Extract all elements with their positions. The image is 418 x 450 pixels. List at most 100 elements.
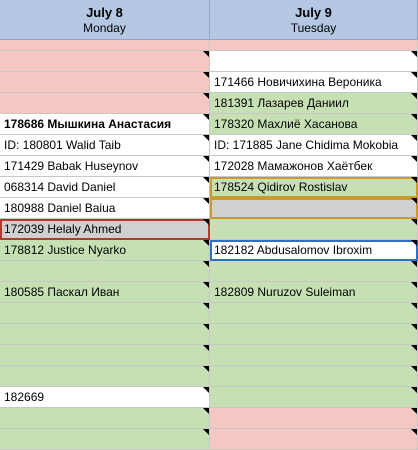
table-row xyxy=(0,261,418,282)
table-row: 068314 David Daniel 178524 Qidirov Rosti… xyxy=(0,177,418,198)
comment-indicator-icon xyxy=(411,219,417,225)
comment-indicator-icon xyxy=(203,135,209,141)
comment-indicator-icon xyxy=(411,198,417,204)
cell[interactable] xyxy=(210,198,418,219)
table-row: 171466 Новичихина Вероника xyxy=(0,72,418,93)
cell[interactable] xyxy=(210,366,418,387)
cell[interactable]: 182182 Abdusalomov Ibroxim xyxy=(210,240,418,261)
cell[interactable]: 182809 Nuruzov Suleiman xyxy=(210,282,418,303)
cell[interactable]: 182669 xyxy=(0,387,210,408)
cell[interactable] xyxy=(0,429,210,450)
comment-indicator-icon xyxy=(203,261,209,267)
comment-indicator-icon xyxy=(203,303,209,309)
header-row: July 8 Monday July 9 Tuesday xyxy=(0,0,418,40)
cell[interactable]: 171466 Новичихина Вероника xyxy=(210,72,418,93)
table-row: 171429 Babak Huseynov 172028 Мамажонов Х… xyxy=(0,156,418,177)
comment-indicator-icon xyxy=(203,240,209,246)
header-day: Tuesday xyxy=(290,21,337,35)
table-row: 172039 Helaly Ahmed xyxy=(0,219,418,240)
cell[interactable]: ID: 180801 Walid Taib xyxy=(0,135,210,156)
cell[interactable] xyxy=(210,40,418,51)
cell[interactable] xyxy=(210,408,418,429)
header-date: July 9 xyxy=(295,5,332,20)
cell[interactable]: ID: 171885 Jane Chidima Mokobia xyxy=(210,135,418,156)
comment-indicator-icon xyxy=(411,366,417,372)
cell[interactable] xyxy=(210,219,418,240)
comment-indicator-icon xyxy=(411,114,417,120)
cell[interactable]: 178686 Мышкина Анастасия xyxy=(0,114,210,135)
header-date: July 8 xyxy=(86,5,123,20)
comment-indicator-icon xyxy=(411,429,417,435)
cell[interactable] xyxy=(0,72,210,93)
table-row xyxy=(0,303,418,324)
cell[interactable] xyxy=(0,261,210,282)
comment-indicator-icon xyxy=(203,429,209,435)
comment-indicator-icon xyxy=(203,198,209,204)
cell[interactable] xyxy=(0,40,210,51)
cell[interactable]: 180988 Daniel Baiua xyxy=(0,198,210,219)
cell[interactable]: 178524 Qidirov Rostislav xyxy=(210,177,418,198)
cell[interactable] xyxy=(210,324,418,345)
cell[interactable] xyxy=(0,324,210,345)
table-row xyxy=(0,366,418,387)
table-row xyxy=(0,324,418,345)
cell[interactable] xyxy=(210,51,418,72)
comment-indicator-icon xyxy=(203,114,209,120)
comment-indicator-icon xyxy=(411,261,417,267)
cell[interactable] xyxy=(210,429,418,450)
cell[interactable] xyxy=(0,51,210,72)
header-day: Monday xyxy=(83,21,126,35)
table-row xyxy=(0,345,418,366)
comment-indicator-icon xyxy=(203,366,209,372)
comment-indicator-icon xyxy=(411,51,417,57)
table-row xyxy=(0,51,418,72)
cell[interactable]: 171429 Babak Huseynov xyxy=(0,156,210,177)
cell[interactable] xyxy=(210,261,418,282)
comment-indicator-icon xyxy=(411,345,417,351)
comment-indicator-icon xyxy=(203,408,209,414)
cell[interactable] xyxy=(210,345,418,366)
table-row xyxy=(0,429,418,450)
cell[interactable]: 181391 Лазарев Даниил xyxy=(210,93,418,114)
comment-indicator-icon xyxy=(203,93,209,99)
cell[interactable]: 178320 Махлиё Хасанова xyxy=(210,114,418,135)
comment-indicator-icon xyxy=(411,303,417,309)
table-row: 181391 Лазарев Даниил xyxy=(0,93,418,114)
table-row: 178812 Justice Nyarko 182182 Abdusalomov… xyxy=(0,240,418,261)
comment-indicator-icon xyxy=(411,93,417,99)
cell[interactable] xyxy=(0,408,210,429)
header-monday[interactable]: July 8 Monday xyxy=(0,0,210,40)
comment-indicator-icon xyxy=(203,156,209,162)
cell[interactable]: 068314 David Daniel xyxy=(0,177,210,198)
cell[interactable]: 180585 Паскал Иван xyxy=(0,282,210,303)
comment-indicator-icon xyxy=(411,324,417,330)
comment-indicator-icon xyxy=(203,387,209,393)
table-row xyxy=(0,408,418,429)
comment-indicator-icon xyxy=(411,408,417,414)
cell[interactable] xyxy=(0,366,210,387)
table-row: 178686 Мышкина Анастасия 178320 Махлиё Х… xyxy=(0,114,418,135)
comment-indicator-icon xyxy=(203,177,209,183)
comment-indicator-icon xyxy=(203,51,209,57)
table-row: 180585 Паскал Иван 182809 Nuruzov Suleim… xyxy=(0,282,418,303)
comment-indicator-icon xyxy=(203,219,209,225)
header-tuesday[interactable]: July 9 Tuesday xyxy=(210,0,418,40)
table-row: 180988 Daniel Baiua xyxy=(0,198,418,219)
comment-indicator-icon xyxy=(411,156,417,162)
comment-indicator-icon xyxy=(411,282,417,288)
comment-indicator-icon xyxy=(203,324,209,330)
table-row: 182669 xyxy=(0,387,418,408)
comment-indicator-icon xyxy=(411,387,417,393)
cell[interactable]: 178812 Justice Nyarko xyxy=(0,240,210,261)
cell[interactable] xyxy=(210,387,418,408)
cell[interactable]: 172028 Мамажонов Хаётбек xyxy=(210,156,418,177)
cell[interactable] xyxy=(0,303,210,324)
cell[interactable] xyxy=(0,345,210,366)
comment-indicator-icon xyxy=(411,135,417,141)
cell[interactable]: 172039 Helaly Ahmed xyxy=(0,219,210,240)
cell[interactable] xyxy=(210,303,418,324)
comment-indicator-icon xyxy=(411,177,417,183)
cell[interactable] xyxy=(0,93,210,114)
comment-indicator-icon xyxy=(203,345,209,351)
